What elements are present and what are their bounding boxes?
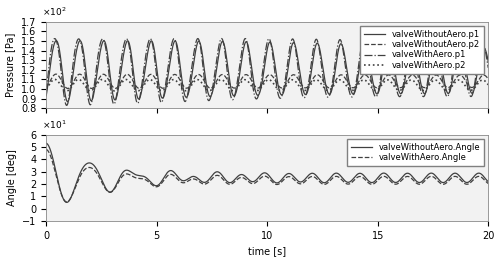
valveWithAero.p1: [232, 90, 238, 93]
valveWithAero.p1: [450, 68, 456, 72]
valveWithAero.p1: [64, 104, 70, 107]
Line: valveWithAero.Angle: valveWithAero.Angle: [46, 149, 488, 202]
valveWithAero.p2: [254, 89, 260, 92]
valveWithoutAero.p1: [54, 39, 60, 42]
Line: valveWithAero.p1: valveWithAero.p1: [46, 39, 488, 105]
Line: valveWithoutAero.p2: valveWithoutAero.p2: [46, 74, 488, 89]
valveWithAero.p1: [229, 98, 235, 101]
valveWithoutAero.p1: [254, 92, 260, 95]
valveWithoutAero.Angle: [486, 180, 492, 183]
valveWithAero.p2: [52, 78, 58, 81]
valveWithoutAero.Angle: [232, 177, 238, 180]
valveWithoutAero.Angle: [229, 181, 235, 184]
valveWithoutAero.p1: [43, 94, 49, 97]
valveWithoutAero.p1: [486, 60, 492, 63]
valveWithoutAero.p1: [450, 75, 456, 78]
Y-axis label: Pressure [Pa]: Pressure [Pa]: [6, 33, 16, 97]
valveWithAero.p2: [232, 88, 238, 91]
valveWithAero.p2: [472, 86, 478, 89]
valveWithoutAero.p1: [229, 92, 235, 95]
valveWithAero.Angle: [43, 148, 49, 151]
valveWithAero.Angle: [232, 179, 238, 182]
valveWithAero.p1: [364, 54, 370, 57]
Legend: valveWithoutAero.p1, valveWithoutAero.p2, valveWithAero.p1, valveWithAero.p2: valveWithoutAero.p1, valveWithoutAero.p2…: [360, 26, 484, 74]
valveWithoutAero.Angle: [254, 178, 260, 181]
valveWithAero.p1: [43, 90, 49, 93]
Line: valveWithAero.p2: valveWithAero.p2: [46, 79, 488, 91]
valveWithoutAero.p1: [64, 100, 70, 103]
valveWithoutAero.p1: [232, 92, 238, 95]
Line: valveWithoutAero.Angle: valveWithoutAero.Angle: [46, 143, 488, 203]
valveWithAero.Angle: [64, 200, 70, 203]
valveWithoutAero.p2: [229, 85, 235, 89]
X-axis label: time [s]: time [s]: [248, 247, 286, 256]
valveWithAero.p1: [472, 81, 478, 84]
valveWithoutAero.Angle: [43, 142, 49, 145]
valveWithoutAero.p1: [364, 50, 370, 53]
valveWithAero.p1: [486, 66, 492, 69]
valveWithoutAero.p2: [53, 73, 59, 76]
valveWithoutAero.Angle: [472, 174, 478, 177]
valveWithoutAero.p2: [254, 86, 260, 89]
Y-axis label: Angle [deg]: Angle [deg]: [6, 149, 16, 206]
valveWithoutAero.p1: [472, 85, 478, 88]
valveWithAero.Angle: [486, 182, 492, 185]
valveWithoutAero.p2: [450, 81, 456, 85]
valveWithAero.p1: [218, 37, 224, 40]
Legend: valveWithoutAero.Angle, valveWithAero.Angle: valveWithoutAero.Angle, valveWithAero.An…: [346, 139, 484, 166]
valveWithoutAero.p2: [364, 75, 370, 78]
valveWithoutAero.p2: [486, 78, 492, 81]
Text: $\times 10^1$: $\times 10^1$: [42, 119, 66, 131]
valveWithoutAero.p2: [65, 87, 71, 90]
valveWithoutAero.p2: [232, 86, 238, 89]
valveWithAero.p2: [364, 81, 370, 84]
valveWithAero.Angle: [450, 176, 456, 179]
valveWithoutAero.p2: [472, 84, 478, 87]
valveWithAero.Angle: [472, 177, 478, 180]
valveWithAero.p2: [43, 87, 49, 90]
Line: valveWithoutAero.p1: valveWithoutAero.p1: [46, 41, 488, 102]
Text: $\times 10^2$: $\times 10^2$: [42, 6, 66, 18]
valveWithAero.Angle: [229, 182, 235, 185]
valveWithAero.p2: [486, 83, 492, 86]
valveWithAero.p2: [64, 89, 70, 92]
valveWithoutAero.Angle: [64, 201, 70, 204]
valveWithAero.p2: [229, 89, 235, 92]
valveWithAero.Angle: [254, 181, 260, 184]
valveWithAero.p2: [450, 84, 456, 87]
valveWithoutAero.p2: [43, 86, 49, 89]
valveWithAero.Angle: [364, 180, 370, 183]
valveWithoutAero.Angle: [364, 178, 370, 181]
valveWithAero.p1: [254, 97, 260, 101]
valveWithoutAero.Angle: [450, 172, 456, 176]
